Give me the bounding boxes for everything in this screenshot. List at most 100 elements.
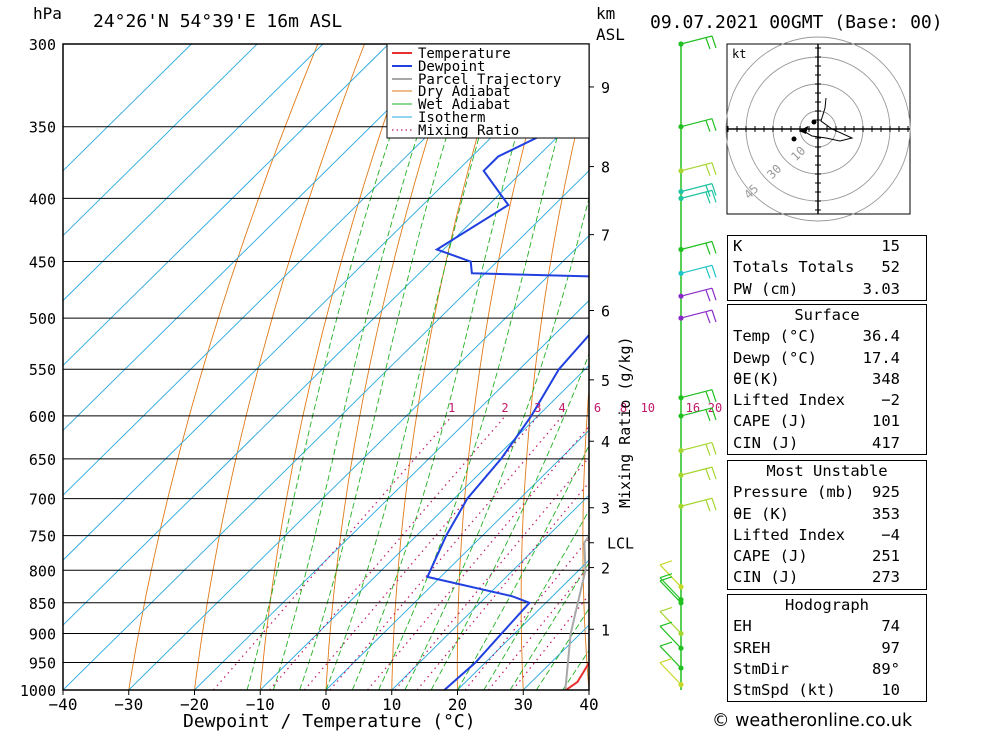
pressure-tick-label: 800 [29, 562, 56, 580]
surface-row-dewp: Dewp (°C) 17.4 [733, 348, 900, 367]
isotherm [325, 429, 589, 690]
pressure-tick-label: 950 [29, 654, 56, 672]
mixing-ratio-label: 3 [534, 401, 541, 415]
pressure-tick-label: 350 [29, 119, 56, 137]
legend-mixing-ratio: Mixing Ratio [418, 123, 519, 139]
legend-wet-adiabat: Wet Adiabat [418, 97, 511, 113]
wet-adiabat [325, 44, 508, 690]
surface-row-lifted-index: Lifted Index −2 [733, 391, 900, 410]
wind-barb [678, 264, 717, 279]
wind-barb [678, 118, 717, 132]
isotherm [63, 44, 587, 561]
station-location: 24°26'N 54°39'E 16m ASL [93, 11, 343, 32]
temperature-tick-label: 30 [514, 695, 533, 714]
index-row-pw: PW (cm) 3.03 [733, 279, 900, 298]
dry-adiabat [128, 44, 319, 690]
wind-barb [678, 497, 717, 512]
temperature-tick-label: 10 [382, 695, 401, 714]
hodo-row-stmdir: StmDir 89° [733, 659, 900, 678]
hodograph-table-title: Hodograph [785, 596, 869, 614]
temperature-tick-label: −40 [49, 695, 78, 714]
pressure-tick-label: 550 [29, 361, 56, 379]
pressure-tick-label: 400 [29, 190, 56, 208]
isotherm [63, 44, 389, 367]
mixing-ratio-line [269, 415, 506, 690]
km-tick-label: 2 [601, 560, 610, 578]
copyright-link[interactable]: © weatheronline.co.uk [712, 711, 913, 731]
isotherm [63, 44, 521, 496]
hodograph: kt 10 30 45 [725, 36, 911, 222]
sounding-datetime: 09.07.2021 00GMT (Base: 00) [650, 12, 943, 33]
x-axis-title: Dewpoint / Temperature (°C) [183, 711, 476, 732]
series-parcel-trajectory [564, 534, 589, 690]
dry-adiabat [456, 44, 552, 690]
wind-barb [678, 189, 717, 204]
surface-title: Surface [794, 306, 860, 324]
wind-barb [678, 407, 717, 422]
mixing-ratio-label: 2 [501, 401, 508, 415]
mixing-ratio-line [212, 415, 453, 690]
surface-table: Surface Temp (°C) 36.4 Dewp (°C) 17.4 θE(K… [727, 304, 927, 456]
pressure-tick-label: 450 [29, 254, 56, 272]
mu-row-lifted-index: Lifted Index −4 [733, 525, 900, 544]
pressure-tick-label: 650 [29, 451, 56, 469]
pressure-tick-label: 600 [29, 408, 56, 426]
surface-row-temp: Temp (°C) 36.4 [733, 327, 900, 346]
temperature-tick-label: 0 [321, 695, 331, 714]
isotherm [63, 170, 589, 690]
mixing-ratio-label: 1 [448, 401, 455, 415]
pressure-tick-label: 500 [29, 310, 56, 328]
wind-barb [678, 309, 717, 324]
isotherm [63, 105, 589, 626]
temperature-tick-label: −20 [180, 695, 209, 714]
wet-adiabat [483, 509, 589, 690]
wet-adiabat [430, 352, 589, 690]
km-tick-label: 7 [601, 227, 610, 245]
isotherm [457, 559, 589, 690]
pressure-tick-label: 1000 [20, 682, 56, 700]
dry-adiabat [325, 44, 459, 690]
mixing-ratio-label: 20 [708, 401, 722, 415]
km-tick-label: 6 [601, 303, 610, 321]
temperature-tick-label: −30 [114, 695, 143, 714]
asl-label: ASL [596, 25, 625, 44]
hodo-row-stmspd: StmSpd (kt) 10 [733, 681, 900, 700]
pressure-tick-label: 300 [29, 36, 56, 54]
wind-barb [659, 621, 684, 651]
dry-adiabat [520, 75, 589, 690]
isotherm [63, 44, 455, 432]
pressure-tick-label: 900 [29, 625, 56, 643]
index-row-totals: Totals Totals 52 [733, 258, 900, 277]
hodo-row-sreh: SREH 97 [733, 638, 900, 657]
mixing-ratio-label: 6 [594, 401, 601, 415]
wind-barb [678, 240, 717, 255]
pressure-tick-label: 700 [29, 491, 56, 509]
wind-barb [678, 389, 717, 403]
isotherm [259, 364, 589, 690]
legend-isotherm: Isotherm [418, 110, 485, 126]
wind-barb [659, 658, 684, 688]
index-row-k: K 15 [733, 237, 900, 255]
wet-adiabat [404, 196, 589, 690]
most-unstable-title: Most Unstable [766, 462, 888, 480]
wet-adiabat [351, 44, 543, 690]
surface-row-thetae: θE(K) 348 [733, 369, 900, 388]
km-tick-label: 3 [601, 500, 610, 518]
legend: Temperature Dewpoint Parcel Trajectory D… [386, 43, 590, 139]
wind-barb [659, 576, 684, 606]
legend-dewpoint: Dewpoint [418, 59, 485, 75]
wind-barb [659, 641, 684, 671]
plot-frame [62, 43, 590, 691]
wind-barb [678, 466, 717, 481]
wet-adiabat [246, 44, 423, 690]
mixing-ratio-axis-title: Mixing Ratio (g/kg) [616, 336, 634, 508]
km-label: km [596, 4, 616, 23]
isotherm [391, 494, 589, 690]
hodo-row-eh: EH 74 [733, 617, 900, 636]
series-dewpoint [425, 111, 589, 690]
hodograph-trace [800, 97, 854, 142]
dry-adiabat [967, 44, 1000, 690]
mu-row-pressure: Pressure (mb) 925 [733, 483, 900, 502]
km-tick-label: 9 [601, 79, 610, 97]
